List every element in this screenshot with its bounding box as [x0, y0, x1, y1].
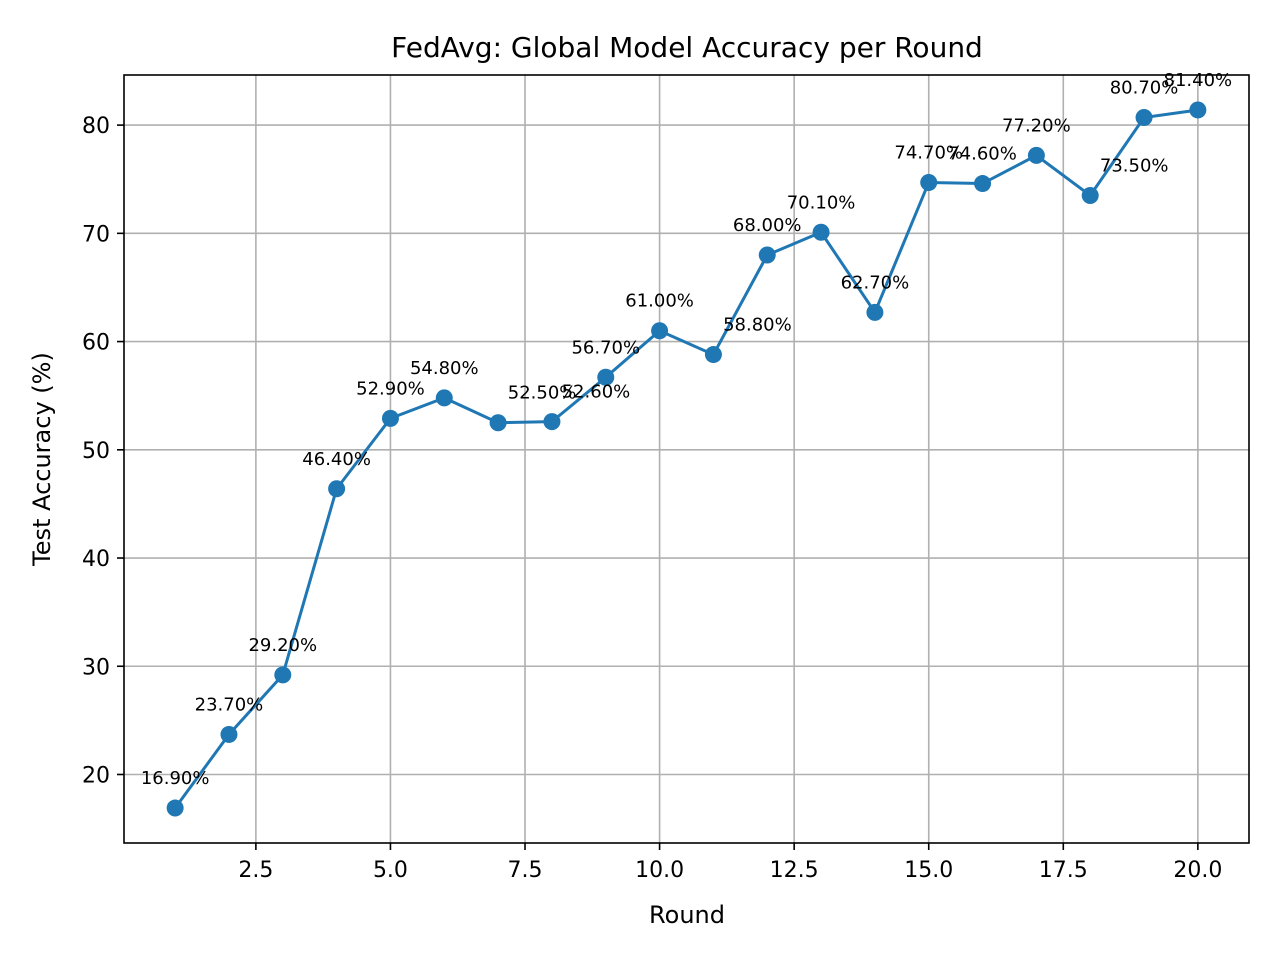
- series-line: [173, 108, 1199, 809]
- data-label: 54.80%: [410, 358, 479, 379]
- y-tick-label: 80: [82, 114, 110, 139]
- data-point: [166, 799, 184, 817]
- data-label: 68.00%: [733, 215, 802, 236]
- data-label: 56.70%: [571, 337, 640, 358]
- data-point: [328, 480, 346, 498]
- y-tick-label: 30: [82, 655, 110, 680]
- plot-frame: [123, 74, 1250, 844]
- x-tick-label: 10.0: [635, 858, 684, 883]
- data-point: [489, 414, 507, 432]
- series-layer: [166, 101, 1207, 817]
- chart-title: FedAvg: Global Model Accuracy per Round: [391, 31, 983, 64]
- data-point: [704, 346, 722, 364]
- y-tick-label: 60: [82, 331, 110, 356]
- y-tick-label: 40: [82, 547, 110, 572]
- x-tick-label: 20.0: [1173, 858, 1222, 883]
- data-point: [381, 409, 399, 427]
- data-point: [220, 725, 238, 743]
- x-tick-label: 17.5: [1039, 858, 1088, 883]
- data-point: [758, 246, 776, 264]
- y-tick-label: 70: [82, 222, 110, 247]
- y-axis-label: Test Accuracy (%): [28, 352, 56, 567]
- data-point: [435, 389, 453, 407]
- data-point: [812, 223, 830, 241]
- data-label: 58.80%: [723, 315, 792, 336]
- data-point: [1081, 186, 1099, 204]
- data-label: 74.60%: [948, 144, 1017, 165]
- data-point: [274, 666, 292, 684]
- data-label: 74.70%: [894, 142, 963, 163]
- data-point: [1189, 101, 1207, 119]
- data-label: 16.90%: [141, 768, 210, 789]
- x-tick-label: 15.0: [904, 858, 953, 883]
- data-labels: 16.90% 23.70% 29.20% 46.40% 52.90%54.80% 52.5…: [141, 70, 1232, 789]
- x-tick-label: 12.5: [770, 858, 819, 883]
- y-tick-label: 20: [82, 763, 110, 788]
- data-label: 61.00%: [625, 291, 694, 312]
- data-point: [920, 173, 938, 191]
- axis-ticks: 2.5 5.0 7.5 10.0 12.5 15.0 17.5 20.0 20 30 40 50 60 7…: [82, 114, 1222, 883]
- data-label: 52.50%: [508, 383, 577, 404]
- data-point: [597, 368, 615, 386]
- data-label: 62.70%: [841, 272, 910, 293]
- data-label: 29.20%: [248, 635, 317, 656]
- data-label: 73.50%: [1100, 155, 1169, 176]
- data-label: 52.60%: [562, 382, 631, 403]
- data-label: 70.10%: [787, 192, 856, 213]
- x-tick-label: 2.5: [238, 858, 273, 883]
- data-label: 80.70%: [1110, 78, 1179, 99]
- x-tick-label: 5.0: [373, 858, 408, 883]
- data-point: [866, 303, 884, 321]
- x-tick-label: 7.5: [508, 858, 543, 883]
- data-point: [651, 322, 669, 340]
- x-axis-label: Round: [649, 901, 725, 929]
- data-label: 46.40%: [302, 449, 371, 470]
- data-point: [1027, 146, 1045, 164]
- data-point: [1135, 109, 1153, 127]
- data-point: [543, 413, 561, 431]
- data-label: 77.20%: [1002, 115, 1071, 136]
- data-label: 52.90%: [356, 378, 425, 399]
- data-label: 81.40%: [1164, 70, 1233, 91]
- data-label: 23.70%: [195, 694, 264, 715]
- y-tick-label: 50: [82, 439, 110, 464]
- data-point: [974, 175, 992, 193]
